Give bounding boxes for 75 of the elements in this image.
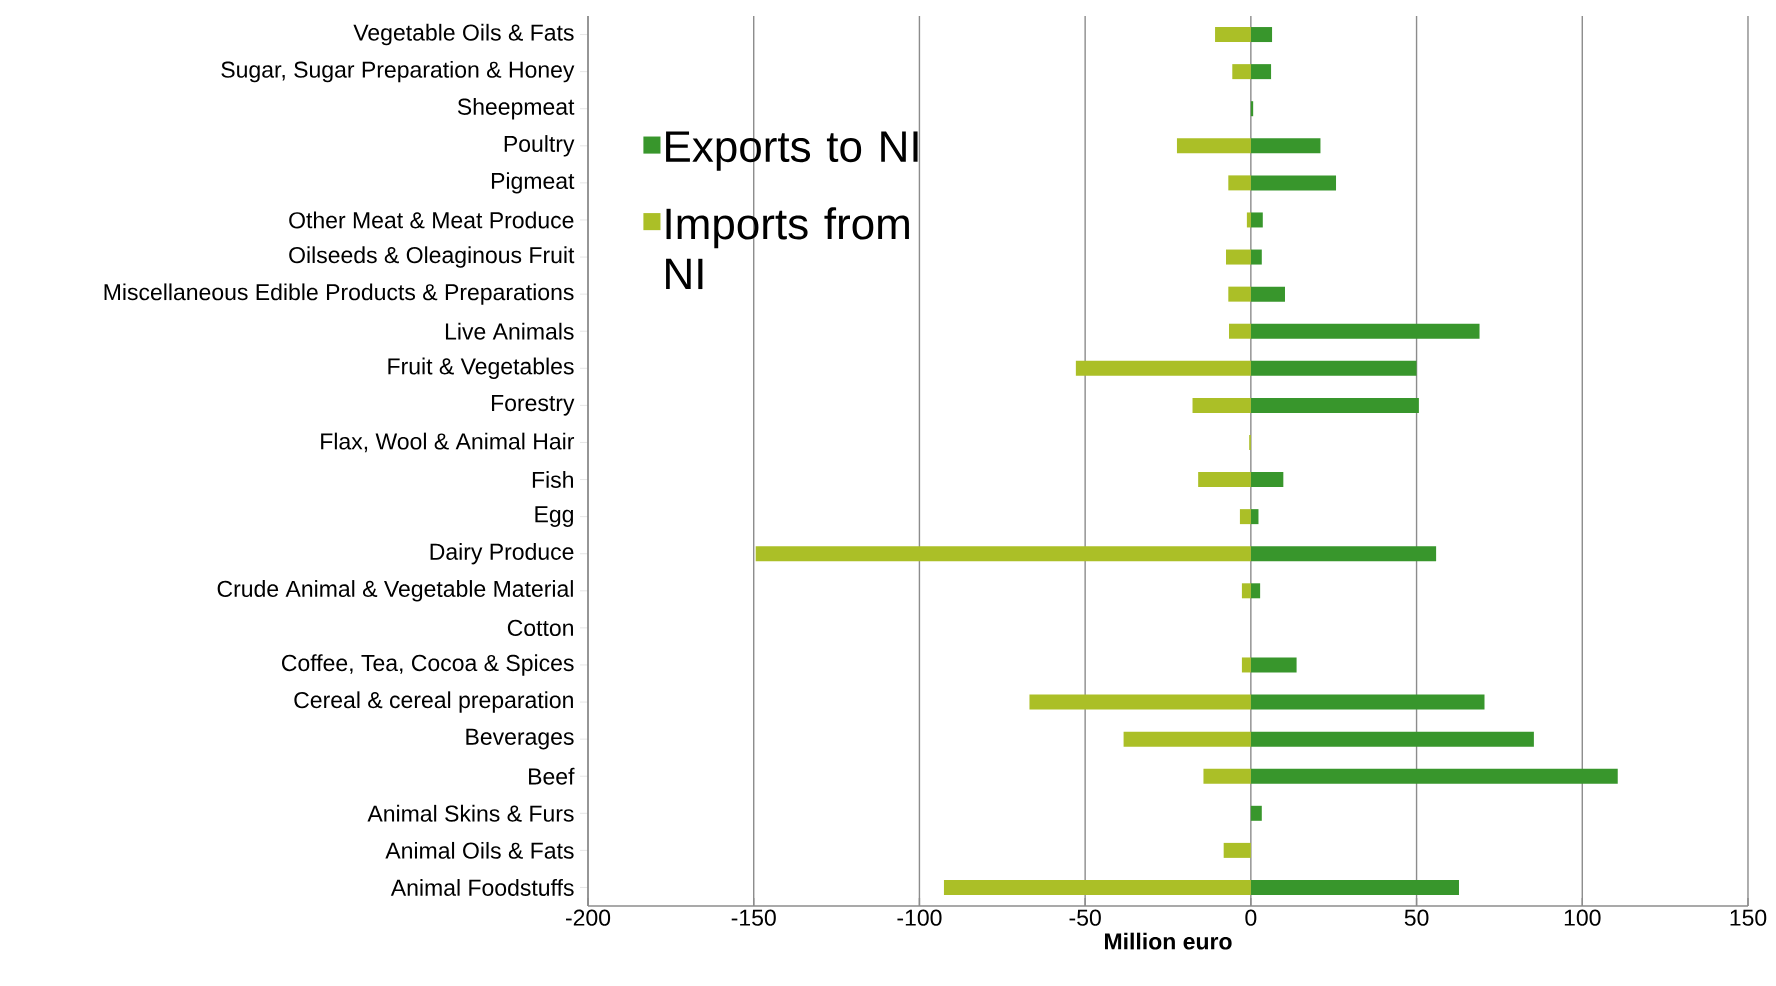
bar: [1250, 694, 1485, 710]
bar: [1198, 472, 1251, 488]
bar: [1250, 249, 1262, 265]
bar: [1250, 472, 1284, 488]
bar: [1250, 397, 1419, 413]
bar: [1241, 583, 1251, 599]
bar: [1123, 731, 1251, 747]
bar: [1250, 546, 1437, 562]
x-tick-label: 0: [1245, 909, 1257, 926]
bar: [1075, 360, 1251, 376]
x-axis-title: Million euro: [1105, 932, 1232, 950]
bar: [1250, 509, 1259, 525]
y-tick-label: Sheepmeat: [457, 97, 575, 120]
bar: [1250, 805, 1262, 821]
y-tick-label: Fish: [532, 471, 573, 488]
y-tick-label: Live Animals: [445, 322, 574, 340]
y-tick-label: Pigmeat: [491, 172, 575, 194]
bar: [1246, 212, 1251, 228]
y-tick-label: Animal Skins & Furs: [367, 804, 574, 822]
x-tick-label: 50: [1404, 909, 1429, 926]
bar: [1250, 212, 1263, 228]
bar: [1250, 879, 1459, 895]
bar: [1226, 249, 1251, 265]
legend-label: Exports to NI: [666, 131, 918, 171]
bar: [1228, 175, 1251, 191]
bar: [1223, 842, 1251, 858]
x-tick-label: -150: [731, 909, 776, 926]
y-tick-label: Forestry: [492, 395, 575, 416]
bar: [1029, 694, 1251, 710]
legend-label: Imports from NI: [666, 207, 909, 290]
bar: [1250, 360, 1417, 376]
y-tick-label: Oilseeds & Oleaginous Fruit: [289, 246, 575, 268]
y-tick-label: Fruit & Vegetables: [388, 357, 574, 380]
y-tick-label: Coffee, Tea, Cocoa & Spices: [282, 654, 574, 676]
y-tick-label: Dairy Produce: [430, 542, 574, 565]
x-tick-label: 150: [1730, 909, 1767, 926]
bar: [1250, 175, 1337, 191]
y-tick-label: Cereal & cereal preparation: [294, 691, 573, 713]
y-tick-label: Vegetable Oils & Fats: [353, 23, 574, 46]
bar: [1176, 138, 1251, 154]
bar: [1215, 27, 1251, 43]
bar: [1250, 768, 1618, 784]
y-tick-label: Miscellaneous Edible Products & Preparations: [104, 283, 574, 305]
bar: [1250, 657, 1297, 673]
bar: [1232, 64, 1251, 80]
y-tick-label: Egg: [535, 506, 573, 527]
x-tick-label: 100: [1564, 909, 1601, 926]
bar: [1250, 286, 1285, 302]
bar: [1239, 509, 1251, 525]
bar: [1250, 27, 1273, 43]
y-tick-label: Animal Oils & Fats: [385, 841, 574, 859]
y-tick-label: Poultry: [504, 135, 575, 157]
y-tick-label: Sugar, Sugar Preparation & Honey: [221, 60, 575, 83]
y-tick-label: Other Meat & Meat Produce: [289, 211, 574, 229]
bar: [1250, 64, 1272, 80]
bar: [1203, 768, 1251, 784]
y-tick-label: Flax, Wool & Animal Hair: [321, 432, 575, 453]
y-tick-label: Beef: [529, 767, 575, 785]
bar: [1250, 731, 1534, 747]
y-tick-label: Cotton: [507, 619, 573, 637]
y-tick-label: Crude Animal & Vegetable Material: [217, 580, 573, 602]
x-tick-label: -200: [566, 909, 611, 926]
bar: [1228, 323, 1251, 339]
bar: [1228, 286, 1251, 302]
bar: [1250, 323, 1480, 339]
bar: [1241, 657, 1251, 673]
x-tick-label: -100: [897, 909, 942, 926]
y-tick-label: Beverages: [466, 728, 574, 750]
x-tick-label: -50: [1069, 909, 1101, 926]
bar: [1192, 397, 1251, 413]
bar: [943, 879, 1251, 895]
bar: [1250, 583, 1261, 599]
y-tick-label: Animal Foodstuffs: [390, 879, 574, 896]
bar: [1250, 138, 1321, 154]
bar: [755, 546, 1251, 562]
